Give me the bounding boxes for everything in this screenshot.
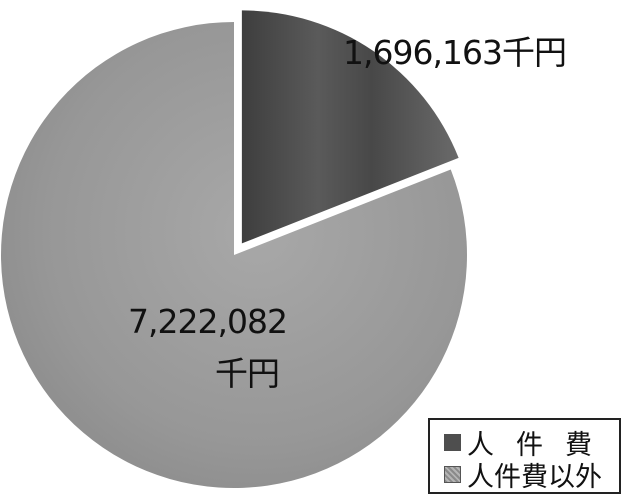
slice-label-personnel: 1,696,163千円	[343, 33, 566, 72]
slice-label-other-unit: 千円	[215, 354, 279, 393]
pie-labels: 1,696,163千円 7,222,082 千円	[128, 33, 567, 393]
pie-slice-other	[1, 22, 468, 488]
legend-item-other: 人件費以外	[444, 458, 619, 493]
legend-swatch-personnel	[444, 433, 461, 451]
legend-item-personnel: 人件費	[444, 426, 619, 461]
pie-slices	[1, 10, 468, 488]
legend-swatch-other	[444, 465, 461, 483]
legend-label-other: 人件費以外	[467, 461, 602, 493]
slice-label-other-value: 7,222,082	[128, 302, 287, 341]
chart-legend: 人件費 人件費以外	[428, 418, 621, 494]
pie-slice-personnel	[241, 10, 459, 244]
legend-label-personnel: 人件費	[467, 429, 614, 461]
